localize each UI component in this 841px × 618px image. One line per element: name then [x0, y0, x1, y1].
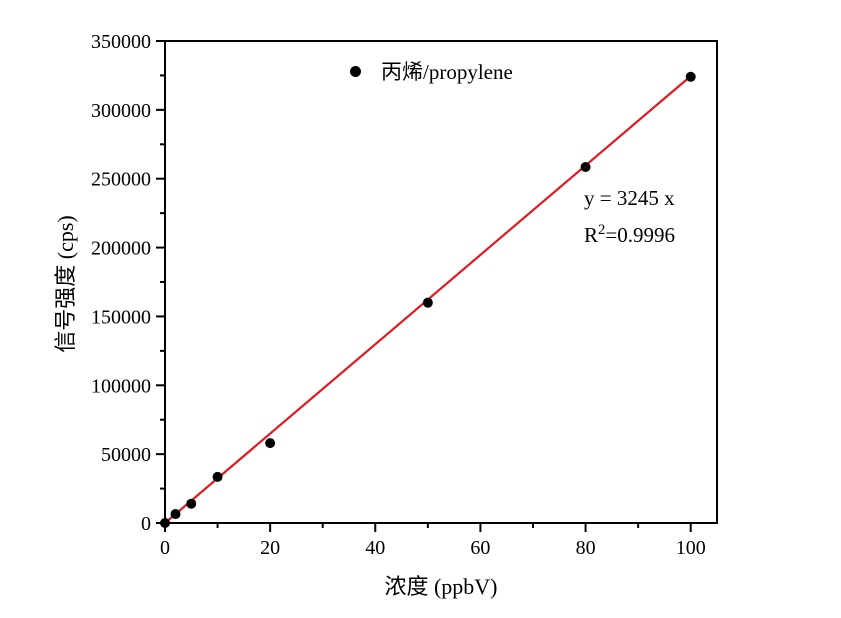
plot-border	[164, 40, 718, 524]
legend-marker-circle-icon	[350, 65, 361, 77]
data-points	[160, 71, 696, 528]
y-tick-label: 50000	[101, 444, 151, 466]
data-point	[422, 297, 433, 308]
r-squared-value: =0.9996	[605, 223, 675, 247]
y-tick-label: 250000	[91, 169, 151, 191]
data-point	[685, 71, 696, 82]
y-tick-label: 150000	[91, 306, 151, 328]
y-tick-label: 0	[141, 513, 151, 535]
x-axis-label: 浓度 (ppbV)	[384, 574, 498, 599]
y-tick-label: 350000	[91, 31, 151, 53]
y-tick-label: 100000	[91, 375, 151, 397]
x-tick-label: 0	[160, 537, 170, 559]
data-point	[580, 162, 591, 173]
r-squared-sup: 2	[598, 222, 606, 238]
y-axis-label: 信号强度 (cps)	[53, 215, 78, 353]
data-point	[170, 509, 181, 520]
x-axis-ticks: 0 20 40 60 80 100	[160, 523, 706, 559]
y-axis-ticks: 0 50000 100000 150000 200000 250000 300000 3500…	[91, 31, 165, 535]
fit-equation: y = 3245 x	[584, 186, 675, 210]
x-tick-label: 100	[676, 537, 706, 559]
x-tick-label: 20	[260, 537, 280, 559]
r-squared-base: R	[584, 223, 599, 247]
data-point	[186, 498, 197, 509]
data-point	[212, 471, 223, 482]
x-tick-label: 80	[576, 537, 596, 559]
y-tick-label: 300000	[91, 100, 151, 122]
y-tick-label: 200000	[91, 238, 151, 260]
legend: 丙烯/propylene	[350, 56, 513, 86]
legend-label: 丙烯/propylene	[381, 60, 513, 84]
x-tick-label: 40	[365, 537, 385, 559]
fit-annotation: y = 3245 x R2=0.9996	[584, 182, 675, 251]
data-point	[265, 438, 276, 449]
x-tick-label: 60	[470, 537, 490, 559]
fit-r-squared: R2=0.9996	[584, 214, 675, 251]
